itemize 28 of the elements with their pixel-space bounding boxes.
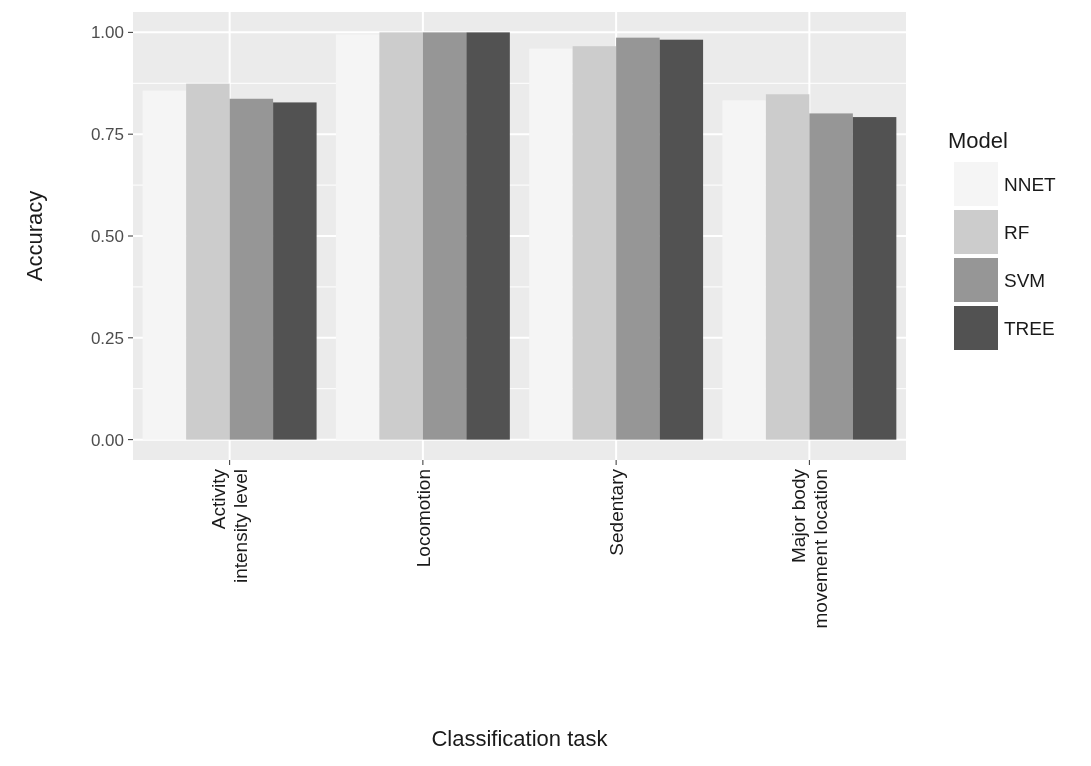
legend-label: TREE bbox=[1004, 317, 1055, 339]
y-tick-label: 1.00 bbox=[90, 23, 124, 43]
bar bbox=[572, 46, 617, 440]
bar bbox=[422, 32, 467, 440]
y-tick-label: 0.75 bbox=[90, 125, 124, 145]
legend-title: Model bbox=[948, 128, 1008, 153]
bar bbox=[379, 32, 423, 440]
bar bbox=[186, 83, 230, 440]
bar bbox=[659, 39, 704, 440]
bar bbox=[616, 37, 660, 440]
bar bbox=[229, 98, 274, 440]
y-axis-title: Accuracy bbox=[22, 190, 47, 282]
legend-label: NNET bbox=[1004, 173, 1057, 195]
x-tick-label: Activity intensity level bbox=[208, 468, 252, 584]
bar bbox=[273, 102, 317, 440]
bar bbox=[852, 117, 897, 440]
legend-label: RF bbox=[1004, 221, 1030, 243]
x-tick-label: Major body movement location bbox=[788, 468, 832, 629]
y-tick-label: 0.00 bbox=[90, 430, 124, 450]
y-tick-label: 0.25 bbox=[90, 328, 124, 348]
legend-label: SVM bbox=[1004, 269, 1046, 291]
x-axis-title: Classification task bbox=[431, 726, 609, 751]
bar bbox=[765, 94, 810, 440]
x-tick-label: Locomotion bbox=[412, 469, 434, 568]
bar bbox=[809, 113, 853, 440]
bar bbox=[466, 32, 510, 440]
x-tick-label: Sedentary bbox=[605, 468, 627, 556]
y-tick-label: 0.50 bbox=[90, 226, 124, 246]
